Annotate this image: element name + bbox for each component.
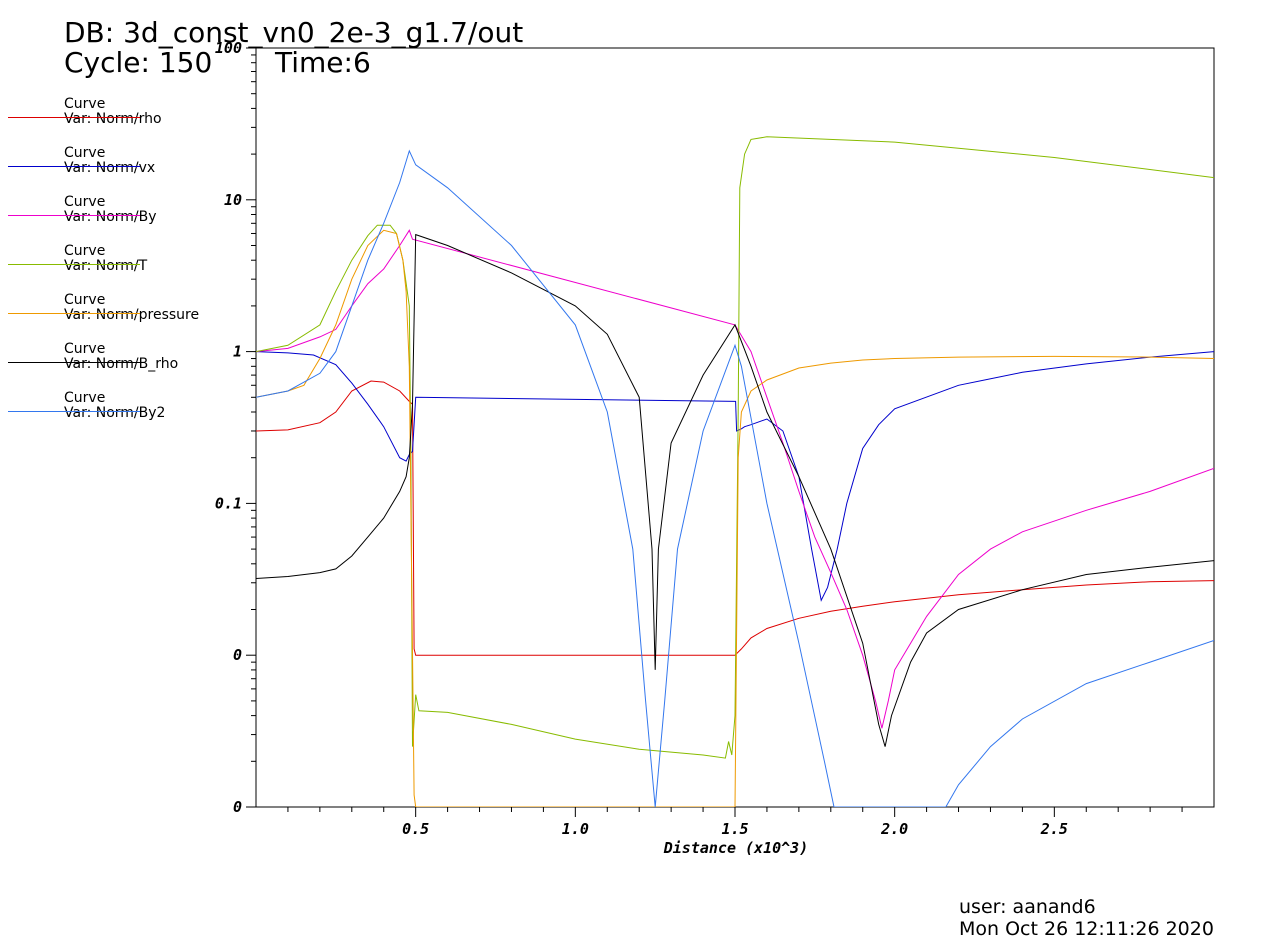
legend-item-var: Var: Norm/By	[64, 209, 157, 225]
legend-item-var: Var: Norm/vx	[64, 160, 156, 176]
y-tick-label: 0.1	[215, 494, 242, 512]
legend-swatch	[8, 313, 140, 314]
y-tick-label: 0	[233, 646, 242, 664]
legend-item-type: Curve	[64, 341, 106, 357]
legend-item: Curve Var: Norm/rho	[8, 97, 198, 137]
series-line-norm-t	[256, 136, 1214, 759]
legend-item-var: Var: Norm/B_rho	[64, 356, 179, 372]
series-group	[256, 136, 1214, 807]
series-line-norm-by2	[256, 149, 1214, 807]
legend-item-type: Curve	[64, 145, 106, 161]
time-label: Time:6	[275, 46, 371, 79]
minor-ticks	[246, 47, 1183, 817]
series-line-norm-rho	[256, 380, 1214, 656]
series-line-norm-pressure	[256, 229, 1214, 807]
x-axis-title: Distance (x10^3)	[663, 839, 809, 857]
tick-labels: 0.5 1.0 1.5 2.0 2.5 0 0 0.1 1 10 100	[215, 39, 1068, 838]
legend-item: Curve Var: Norm/B_rho	[8, 342, 198, 382]
y-tick-label: 0	[233, 798, 242, 816]
x-tick-label: 1.0	[562, 820, 589, 838]
date-label: Mon Oct 26 12:11:26 2020	[959, 918, 1214, 940]
legend-item: Curve Var: Norm/pressure	[8, 292, 200, 333]
legend-item-var: Var: Norm/T	[64, 258, 148, 274]
legend-item-var: Var: Norm/By2	[64, 405, 166, 421]
y-tick-label: 10	[224, 191, 242, 209]
legend-swatch	[8, 166, 140, 167]
legend-swatch	[8, 362, 140, 363]
legend-item-var: Var: Norm/rho	[64, 111, 162, 127]
legend-swatch	[8, 411, 140, 412]
legend-item-type: Curve	[64, 194, 106, 210]
x-tick-label: 1.5	[721, 820, 748, 838]
legend-item: Curve Var: Norm/vx	[8, 146, 198, 186]
legend-item-type: Curve	[64, 390, 106, 406]
legend-item-type: Curve	[64, 96, 106, 112]
database-title: DB: 3d_const_vn0_2e-3_g1.7/out	[64, 16, 524, 49]
legend-item-type: Curve	[64, 292, 106, 308]
user-label: user: aanand6	[959, 896, 1096, 918]
series-line-norm-vx	[256, 351, 1214, 602]
x-tick-label: 2.0	[880, 820, 908, 838]
legend-item: Curve Var: Norm/By	[8, 195, 198, 235]
series-line-norm-by	[256, 229, 1214, 729]
legend-item-type: Curve	[64, 243, 106, 259]
legend-swatch	[8, 117, 140, 118]
x-tick-label: 0.5	[402, 820, 429, 838]
cycle-label: Cycle: 150	[64, 46, 213, 79]
y-tick-label: 1	[233, 343, 242, 361]
legend-item: Curve Var: Norm/T	[8, 244, 198, 284]
x-tick-label: 2.5	[1040, 820, 1068, 838]
legend-swatch	[8, 264, 140, 265]
series-line-norm-b-rho	[256, 233, 1214, 747]
y-tick-label: 100	[215, 39, 242, 57]
legend-item: Curve Var: Norm/By2	[8, 391, 198, 431]
legend-swatch	[8, 215, 140, 216]
legend-item-var: Var: Norm/pressure	[64, 307, 200, 323]
